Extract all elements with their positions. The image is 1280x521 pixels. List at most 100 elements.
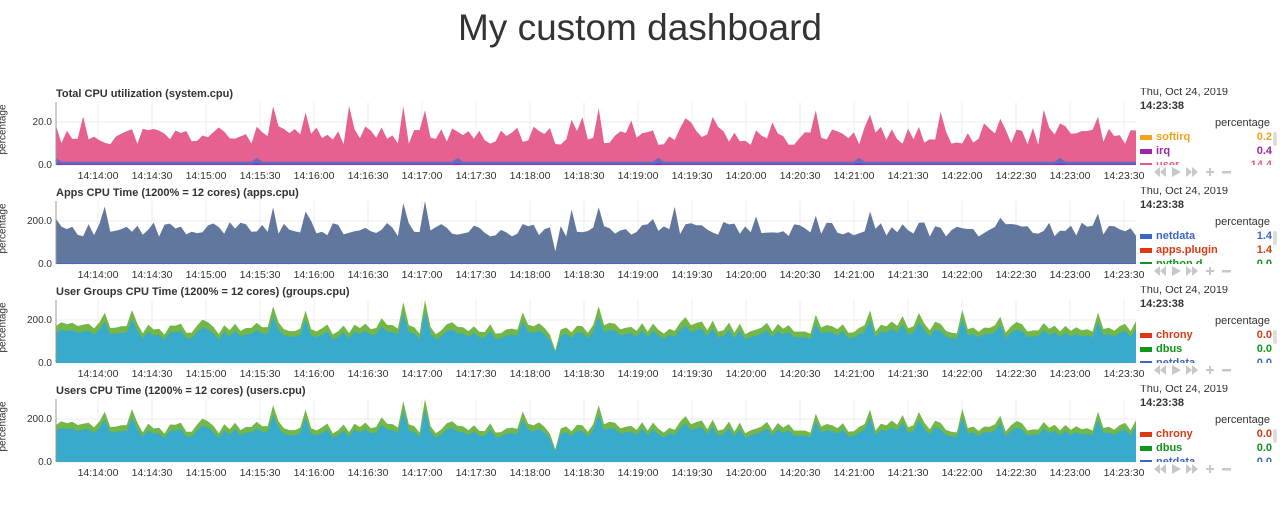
chart-panel[interactable]: User Groups CPU Time (1200% = 12 cores) … bbox=[0, 286, 1280, 385]
legend-item-name: chrony bbox=[1156, 428, 1193, 440]
x-tick-label: 14:16:00 bbox=[294, 368, 335, 380]
x-tick-label: 14:15:30 bbox=[240, 170, 281, 182]
legend-item[interactable]: user 14.4 bbox=[1140, 158, 1272, 165]
fast-forward-icon[interactable] bbox=[1186, 464, 1198, 474]
play-icon[interactable] bbox=[1172, 464, 1181, 474]
x-tick-label: 14:17:00 bbox=[402, 170, 443, 182]
legend-item[interactable]: apps.plugin 1.4 bbox=[1140, 243, 1272, 257]
toolbox-icons bbox=[1154, 266, 1231, 276]
x-tick-label: 14:14:30 bbox=[132, 170, 173, 182]
chart-plot[interactable]: 200.0 0.0 14:14:00 14:14:30 14:15:00 14:15:30… bbox=[0, 286, 1145, 385]
x-tick-label: 14:16:00 bbox=[294, 467, 335, 479]
legend-scrollbar[interactable] bbox=[1273, 132, 1277, 146]
legend-item-name: apps.plugin bbox=[1156, 244, 1218, 256]
legend-time: 14:23:38 bbox=[1140, 397, 1185, 409]
legend-item[interactable]: irq 0.4 bbox=[1140, 144, 1272, 158]
legend-scrollbar[interactable] bbox=[1273, 429, 1277, 443]
y-tick-label: 0.0 bbox=[38, 160, 52, 171]
legend-item-name: softirq bbox=[1156, 131, 1191, 143]
zoom-in-icon[interactable] bbox=[1206, 366, 1214, 374]
legend-swatch bbox=[1140, 361, 1152, 363]
chart-legend: Thu, Oct 24, 2019 14:23:38 percentage softi… bbox=[1140, 88, 1280, 187]
chart-panel[interactable]: Total CPU utilization (system.cpu) percen… bbox=[0, 88, 1280, 187]
rewind-icon[interactable] bbox=[1154, 365, 1166, 375]
y-tick-label: 200.0 bbox=[27, 216, 52, 227]
legend-item[interactable]: chrony 0.0 bbox=[1140, 427, 1272, 441]
x-tick-label: 14:14:30 bbox=[132, 269, 173, 281]
chart-plot[interactable]: 200.0 0.0 14:14:00 14:14:30 14:15:00 14:15:30… bbox=[0, 187, 1145, 286]
legend-item[interactable]: netdata 0.0 bbox=[1140, 356, 1272, 363]
x-tick-label: 14:19:00 bbox=[618, 269, 659, 281]
x-tick-label: 14:22:30 bbox=[996, 368, 1037, 380]
y-tick-label: 200.0 bbox=[27, 414, 52, 425]
legend-date: Thu, Oct 24, 2019 bbox=[1140, 88, 1229, 98]
legend-swatch bbox=[1140, 262, 1152, 264]
zoom-out-icon[interactable] bbox=[1222, 468, 1231, 471]
chart-legend: Thu, Oct 24, 2019 14:23:38 percentage netda… bbox=[1140, 187, 1280, 286]
chart-title: Total CPU utilization (system.cpu) bbox=[56, 88, 234, 100]
zoom-in-icon[interactable] bbox=[1206, 267, 1214, 275]
rewind-icon[interactable] bbox=[1154, 464, 1166, 474]
x-tick-label: 14:20:00 bbox=[726, 269, 767, 281]
play-icon[interactable] bbox=[1172, 266, 1181, 276]
y-tick-label: 0.0 bbox=[38, 457, 52, 468]
legend-item[interactable]: chrony 0.0 bbox=[1140, 328, 1272, 342]
x-tick-label: 14:15:30 bbox=[240, 269, 281, 281]
legend-units: percentage bbox=[1214, 216, 1270, 228]
zoom-in-icon[interactable] bbox=[1206, 168, 1214, 176]
toolbox-icons bbox=[1154, 167, 1231, 177]
series-area bbox=[56, 106, 1136, 165]
legend-item[interactable]: netdata 1.4 bbox=[1140, 229, 1272, 243]
play-icon[interactable] bbox=[1172, 365, 1181, 375]
legend-item-value: 0.4 bbox=[1256, 145, 1272, 157]
chart-panel[interactable]: Users CPU Time (1200% = 12 cores) (users… bbox=[0, 385, 1280, 484]
legend-scrollbar[interactable] bbox=[1273, 330, 1277, 344]
legend-item[interactable]: python.d 0.0 bbox=[1140, 257, 1272, 264]
legend-item[interactable]: softirq 0.2 bbox=[1140, 130, 1272, 144]
toolbox-icons bbox=[1154, 464, 1231, 474]
zoom-in-icon[interactable] bbox=[1206, 465, 1214, 473]
x-tick-label: 14:18:30 bbox=[564, 467, 605, 479]
chart-panel[interactable]: Apps CPU Time (1200% = 12 cores) (apps.c… bbox=[0, 187, 1280, 286]
y-tick-label: 0.0 bbox=[38, 358, 52, 369]
chart-toolbox bbox=[1154, 265, 1254, 277]
legend-item[interactable]: dbus 0.0 bbox=[1140, 441, 1272, 455]
fast-forward-icon[interactable] bbox=[1186, 167, 1198, 177]
legend-series-list[interactable]: chrony 0.0 dbus 0.0 netdata 0.0 bbox=[1140, 427, 1272, 462]
legend-swatch bbox=[1140, 135, 1152, 140]
legend-units: percentage bbox=[1214, 315, 1270, 327]
play-icon[interactable] bbox=[1172, 167, 1181, 177]
rewind-icon[interactable] bbox=[1154, 266, 1166, 276]
x-tick-label: 14:16:00 bbox=[294, 170, 335, 182]
y-tick-label: 200.0 bbox=[27, 315, 52, 326]
x-tick-label: 14:20:30 bbox=[780, 467, 821, 479]
legend-item-value: 0.0 bbox=[1256, 329, 1272, 341]
legend-item-value: 0.0 bbox=[1256, 258, 1272, 264]
legend-item-name: chrony bbox=[1156, 329, 1193, 341]
chart-plot[interactable]: 200.0 0.0 14:14:00 14:14:30 14:15:00 14:15:30… bbox=[0, 385, 1145, 484]
rewind-icon[interactable] bbox=[1154, 167, 1166, 177]
zoom-out-icon[interactable] bbox=[1222, 369, 1231, 372]
y-tick-label: 0.0 bbox=[38, 259, 52, 270]
x-tick-label: 14:21:00 bbox=[834, 368, 875, 380]
legend-item-value: 1.4 bbox=[1256, 230, 1272, 242]
legend-series-list[interactable]: netdata 1.4 apps.plugin 1.4 python.d 0.0 bbox=[1140, 229, 1272, 264]
x-tick-label: 14:22:30 bbox=[996, 170, 1037, 182]
legend-item-value: 0.0 bbox=[1256, 357, 1272, 363]
x-tick-label: 14:14:30 bbox=[132, 368, 173, 380]
legend-series-list[interactable]: softirq 0.2 irq 0.4 user 14.4 bbox=[1140, 130, 1272, 165]
zoom-out-icon[interactable] bbox=[1222, 171, 1231, 174]
legend-time: 14:23:38 bbox=[1140, 298, 1185, 310]
x-tick-label: 14:16:30 bbox=[348, 269, 389, 281]
series-area bbox=[56, 263, 1136, 264]
legend-series-list[interactable]: chrony 0.0 dbus 0.0 netdata 0.0 bbox=[1140, 328, 1272, 363]
legend-item-value: 0.0 bbox=[1256, 456, 1272, 462]
legend-item-name: netdata bbox=[1156, 456, 1196, 462]
legend-scrollbar[interactable] bbox=[1273, 231, 1277, 245]
legend-item[interactable]: dbus 0.0 bbox=[1140, 342, 1272, 356]
zoom-out-icon[interactable] bbox=[1222, 270, 1231, 273]
fast-forward-icon[interactable] bbox=[1186, 365, 1198, 375]
fast-forward-icon[interactable] bbox=[1186, 266, 1198, 276]
legend-item[interactable]: netdata 0.0 bbox=[1140, 455, 1272, 462]
chart-plot[interactable]: 20.0 0.0 14:14:00 14:14:30 14:15:00 14:15:30 1… bbox=[0, 88, 1145, 187]
